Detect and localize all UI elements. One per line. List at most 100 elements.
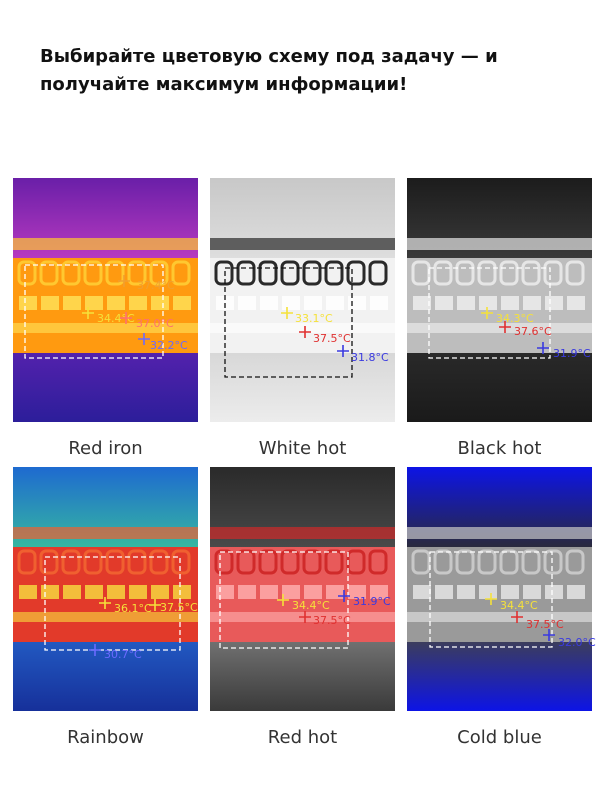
breaker-module <box>521 549 541 575</box>
temperature-reading: 32.2°C <box>150 339 188 352</box>
palette-label: Red hot <box>268 727 337 748</box>
breaker-module <box>433 260 453 286</box>
temperature-reading: 37.5°C <box>160 601 198 614</box>
crosshair <box>89 644 101 656</box>
palette-label: White hot <box>259 438 347 459</box>
breaker-highlight <box>501 296 519 310</box>
breaker-highlight <box>304 296 322 310</box>
palette-label: Rainbow <box>67 727 144 748</box>
device-rail <box>210 527 395 539</box>
breaker-highlight <box>129 296 147 310</box>
breaker-module <box>258 260 278 286</box>
crosshair <box>149 599 161 611</box>
heading-line: Выбирайте цветовую схему под задачу — и <box>40 46 498 67</box>
breaker-module <box>346 260 366 286</box>
breaker-highlight <box>260 585 278 599</box>
temperature-reading: 36.1°C <box>114 602 152 615</box>
breaker-module <box>39 549 59 575</box>
breaker-module <box>236 549 256 575</box>
breaker-highlight <box>238 585 256 599</box>
temperature-reading: 31.8°C <box>351 351 389 364</box>
breaker-module <box>171 549 191 575</box>
crosshair <box>337 345 349 357</box>
breaker-highlight <box>151 296 169 310</box>
breaker-module <box>455 260 475 286</box>
breaker-module <box>61 549 81 575</box>
temperature-reading: 37.0°C <box>136 317 174 330</box>
breaker-highlight <box>282 585 300 599</box>
thermal-image: 34.3°C37.6°C31.9°C <box>407 178 592 422</box>
measure-box <box>44 556 181 651</box>
crosshair <box>543 629 555 641</box>
thermal-image: 34.4°C 37.5°C31.9°C <box>210 467 395 711</box>
breaker-module <box>105 260 125 286</box>
breaker-module <box>368 260 388 286</box>
breaker-highlight <box>567 585 585 599</box>
breaker-highlight <box>129 585 147 599</box>
temperature-reading: 37.5°C <box>313 614 351 627</box>
breaker-highlight <box>479 585 497 599</box>
device-band <box>13 323 198 333</box>
crosshair <box>277 594 289 606</box>
breaker-module <box>565 549 585 575</box>
breaker-module <box>17 549 37 575</box>
crosshair <box>338 590 350 602</box>
breaker-module <box>17 260 37 286</box>
temperature-reading: 37.6°C <box>514 325 552 338</box>
breaker-module <box>302 260 322 286</box>
breaker-highlight <box>457 296 475 310</box>
breaker-module <box>61 260 81 286</box>
breaker-module <box>302 549 322 575</box>
breaker-highlight <box>545 585 563 599</box>
breaker-module <box>499 260 519 286</box>
breaker-highlight <box>151 585 169 599</box>
breaker-highlight <box>370 296 388 310</box>
breaker-module <box>543 549 563 575</box>
breaker-highlight <box>173 585 191 599</box>
breaker-highlight <box>326 296 344 310</box>
breaker-highlight <box>348 585 366 599</box>
crosshair <box>118 275 130 287</box>
breaker-highlight <box>545 296 563 310</box>
breaker-highlight <box>63 296 81 310</box>
device-band <box>13 612 198 622</box>
breaker-module <box>280 549 300 575</box>
breaker-module <box>258 549 278 575</box>
temperature-reading: 34.4°C <box>500 599 538 612</box>
breaker-highlight <box>413 296 431 310</box>
breaker-highlight <box>435 585 453 599</box>
breaker-highlight <box>260 296 278 310</box>
breaker-module <box>455 549 475 575</box>
breaker-highlight <box>85 296 103 310</box>
temperature-reading: 34.4°C <box>292 599 330 612</box>
breaker-highlight <box>370 585 388 599</box>
palette-label: Red iron <box>68 438 142 459</box>
thermal-image: 34.4°C 37.5°C 32.0°C <box>407 467 596 711</box>
crosshair <box>82 307 94 319</box>
breaker-module <box>565 260 585 286</box>
breaker-highlight <box>326 585 344 599</box>
breaker-highlight <box>501 585 519 599</box>
breaker-module <box>543 260 563 286</box>
measure-box <box>24 264 164 359</box>
breaker-highlight <box>238 296 256 310</box>
breaker-highlight <box>523 296 541 310</box>
palette-label: Cold blue <box>457 727 542 748</box>
breaker-module <box>171 260 191 286</box>
measure-box <box>428 267 551 359</box>
breaker-highlight <box>107 585 125 599</box>
breaker-module <box>214 260 234 286</box>
temperature-reading: 32.0°C <box>558 636 596 649</box>
breaker-highlight <box>304 585 322 599</box>
device-rail <box>13 238 198 250</box>
crosshair <box>299 326 311 338</box>
breaker-highlight <box>479 296 497 310</box>
crosshair <box>511 611 523 623</box>
breaker-highlight <box>63 585 81 599</box>
breaker-module <box>477 260 497 286</box>
thermal-image: 37.4°C34.4°C 37.0°C32.2°C <box>13 178 198 422</box>
breaker-module <box>324 260 344 286</box>
breaker-highlight <box>41 585 59 599</box>
breaker-module <box>280 260 300 286</box>
